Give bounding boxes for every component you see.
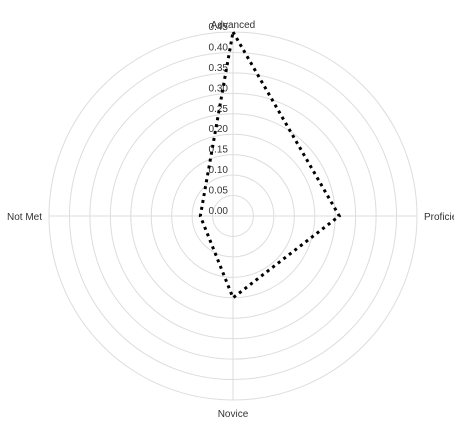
r-tick-label: 0.05 [209,186,229,197]
r-tick-label: 0.10 [209,165,229,176]
r-tick-label: 0.45 [209,22,229,33]
axis-layer [49,32,417,400]
r-tick-label: 0.20 [209,124,229,135]
axis-label-proficien: Proficien [424,212,454,223]
r-tick-label: 0.25 [209,104,229,115]
series-polygon [198,27,342,301]
r-tick-label: 0.35 [209,63,229,74]
r-tick-label: 0.40 [209,42,229,53]
r-tick-label: 0.30 [209,83,229,94]
axis-label-advanced: Advanced [211,20,255,31]
r-tick-label: 0.00 [209,206,229,217]
axis-label-not-met: Not Met [7,212,42,223]
series-layer [198,27,342,301]
label-layer: Advanced Proficien Novice Not Met [7,20,454,420]
axis-label-novice: Novice [218,409,249,420]
r-tick-label: 0.15 [209,145,229,156]
tick-layer: 0.00 0.05 0.10 0.15 0.20 0.25 0.30 0.35 0.40 0.45 [209,22,229,217]
